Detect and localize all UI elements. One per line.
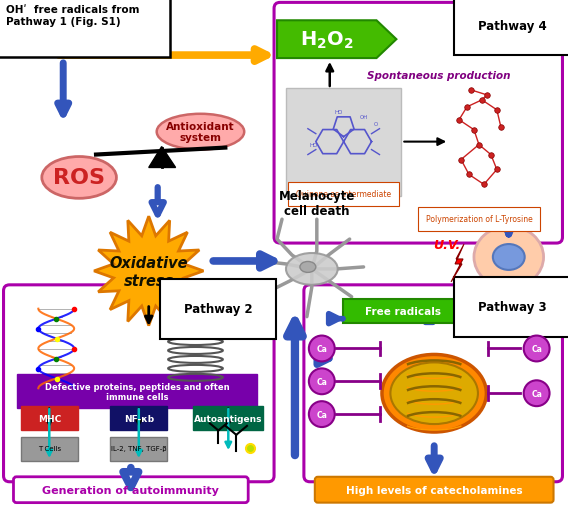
Text: Ca: Ca (531, 389, 542, 398)
Text: Generation of autoimmunity: Generation of autoimmunity (43, 485, 219, 495)
Text: U.V.: U.V. (433, 238, 461, 251)
Ellipse shape (382, 355, 486, 432)
Text: O: O (373, 122, 378, 127)
FancyBboxPatch shape (286, 89, 402, 197)
FancyBboxPatch shape (274, 4, 562, 244)
Ellipse shape (300, 262, 316, 273)
Polygon shape (149, 147, 176, 168)
FancyBboxPatch shape (304, 285, 562, 482)
Text: T Cells: T Cells (37, 445, 61, 451)
Ellipse shape (474, 227, 544, 288)
Text: OHʹ  free radicals from
Pathway 1 (Fig. S1): OHʹ free radicals from Pathway 1 (Fig. S… (6, 6, 139, 27)
Text: Quinone as intermediate: Quinone as intermediate (296, 190, 391, 199)
Text: Autoantigens: Autoantigens (194, 414, 262, 423)
Circle shape (309, 336, 335, 362)
Text: Ca: Ca (531, 344, 542, 353)
Text: Pathway 3: Pathway 3 (478, 301, 546, 314)
FancyBboxPatch shape (343, 299, 463, 323)
Polygon shape (277, 21, 396, 59)
Ellipse shape (286, 253, 338, 285)
Text: Polymerization of L-Tyrosine: Polymerization of L-Tyrosine (425, 215, 532, 224)
Polygon shape (451, 244, 464, 282)
Text: High levels of catecholamines: High levels of catecholamines (346, 485, 523, 495)
Text: NF-κb: NF-κb (124, 414, 154, 423)
FancyBboxPatch shape (14, 477, 248, 503)
Text: stress: stress (124, 274, 174, 289)
Polygon shape (94, 217, 203, 326)
Circle shape (309, 402, 335, 427)
Circle shape (524, 336, 550, 362)
Text: IL-2, TNF, TGF-β: IL-2, TNF, TGF-β (111, 445, 166, 451)
Text: Ca: Ca (316, 377, 327, 386)
FancyBboxPatch shape (18, 375, 257, 408)
Ellipse shape (42, 157, 116, 199)
Circle shape (309, 369, 335, 394)
FancyBboxPatch shape (194, 406, 263, 430)
Text: Ca: Ca (316, 410, 327, 419)
Text: Melanocyte
cell death: Melanocyte cell death (279, 190, 355, 218)
Text: MHC: MHC (37, 414, 61, 423)
Text: Oxidative: Oxidative (110, 256, 188, 271)
Text: Defective proteins, peptides and often
immune cells: Defective proteins, peptides and often i… (45, 382, 229, 401)
FancyBboxPatch shape (315, 477, 554, 503)
FancyBboxPatch shape (110, 437, 167, 461)
Text: HO: HO (310, 143, 318, 148)
Text: OH: OH (360, 115, 367, 120)
Text: Free radicals: Free radicals (365, 306, 441, 316)
Text: Ca: Ca (316, 344, 327, 353)
Ellipse shape (390, 363, 478, 424)
Text: Pathway 4: Pathway 4 (478, 20, 546, 33)
Ellipse shape (157, 115, 244, 150)
Text: Antioxidant
system: Antioxidant system (166, 122, 235, 143)
FancyBboxPatch shape (3, 285, 274, 482)
Text: HO: HO (335, 110, 343, 115)
FancyBboxPatch shape (21, 406, 78, 430)
Text: $\mathbf{H_2O_2}$: $\mathbf{H_2O_2}$ (300, 30, 354, 51)
Text: Spontaneous production: Spontaneous production (367, 71, 511, 81)
FancyBboxPatch shape (110, 406, 167, 430)
Text: Pathway 2: Pathway 2 (184, 303, 253, 316)
Ellipse shape (493, 244, 525, 270)
Text: ROS: ROS (53, 168, 105, 188)
Circle shape (524, 381, 550, 406)
FancyBboxPatch shape (21, 437, 78, 461)
